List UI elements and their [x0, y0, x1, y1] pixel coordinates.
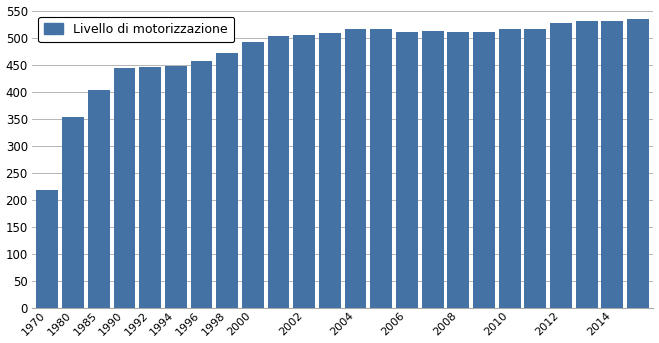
Bar [422, 31, 444, 308]
Bar [602, 21, 623, 308]
Bar [525, 29, 546, 308]
Bar [113, 68, 135, 308]
Bar [165, 66, 186, 308]
Bar [88, 91, 109, 308]
Bar [190, 61, 212, 308]
Bar [216, 53, 238, 308]
Bar [62, 117, 84, 308]
Bar [268, 36, 289, 308]
Bar [139, 67, 161, 308]
Bar [242, 42, 264, 308]
Bar [345, 29, 366, 308]
Bar [447, 32, 469, 308]
Bar [576, 21, 598, 308]
Bar [499, 29, 521, 308]
Bar [319, 33, 341, 308]
Bar [36, 190, 58, 308]
Legend: Livello di motorizzazione: Livello di motorizzazione [38, 17, 234, 42]
Bar [396, 32, 418, 308]
Bar [473, 32, 495, 308]
Bar [627, 19, 649, 308]
Bar [293, 35, 315, 308]
Bar [550, 23, 572, 308]
Bar [370, 29, 392, 308]
